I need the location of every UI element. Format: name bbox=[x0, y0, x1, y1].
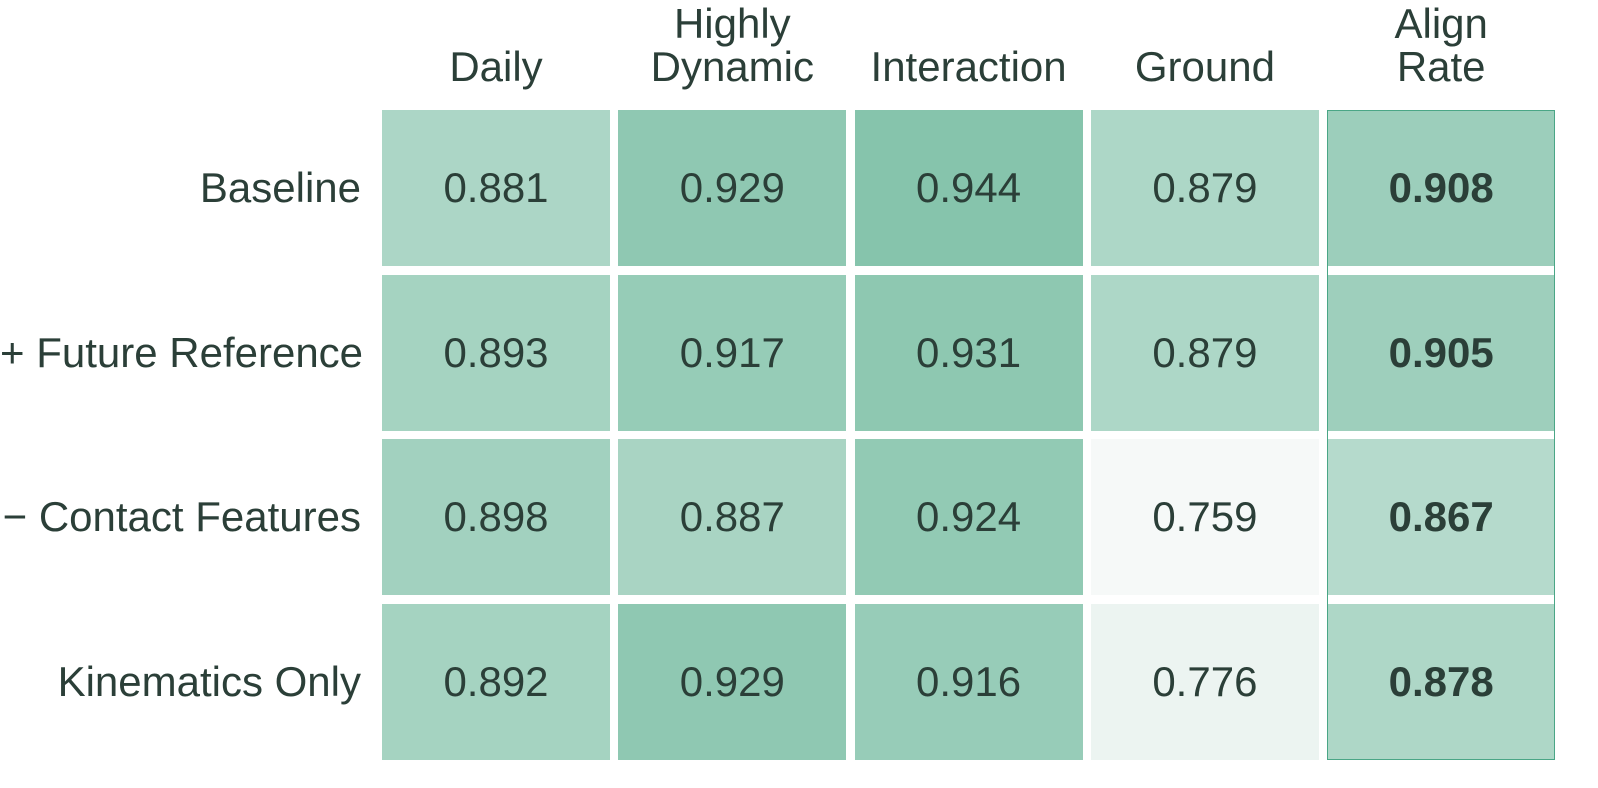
heatmap-cell: 0.908 bbox=[1327, 110, 1556, 266]
cell-value: 0.776 bbox=[1152, 657, 1258, 705]
cell-value: 0.905 bbox=[1388, 328, 1494, 376]
cell-value: 0.879 bbox=[1152, 328, 1258, 376]
heatmap-cell: 0.931 bbox=[854, 274, 1083, 431]
row-label-2: − Contact Features bbox=[2, 493, 361, 540]
heatmap-cell: 0.878 bbox=[1327, 603, 1556, 760]
row-label-0: Baseline bbox=[199, 164, 361, 211]
cell-value: 0.908 bbox=[1388, 164, 1494, 211]
heatmap-cell: 0.929 bbox=[618, 603, 847, 760]
column-label-0: Daily bbox=[449, 43, 543, 90]
heatmap-cell: 0.924 bbox=[854, 439, 1083, 595]
heatmap-cell: 0.929 bbox=[618, 110, 847, 266]
cell-value: 0.898 bbox=[443, 493, 549, 540]
heatmap-cell: 0.892 bbox=[382, 603, 610, 760]
row-label-1: + Future Reference bbox=[0, 328, 364, 376]
cell-value: 0.929 bbox=[679, 657, 785, 705]
row-label-3: Kinematics Only bbox=[57, 657, 361, 705]
heatmap-cell: 0.898 bbox=[382, 439, 610, 595]
cell-value: 0.892 bbox=[443, 657, 549, 705]
cell-value: 0.759 bbox=[1152, 493, 1258, 540]
heatmap-cell: 0.905 bbox=[1327, 274, 1556, 431]
column-label-3: Ground bbox=[1134, 43, 1275, 90]
heatmap-cell: 0.944 bbox=[854, 110, 1083, 266]
column-label-2: Interaction bbox=[870, 43, 1067, 90]
cell-value: 0.924 bbox=[916, 493, 1022, 540]
heatmap-cell: 0.759 bbox=[1090, 439, 1319, 595]
cell-value: 0.879 bbox=[1152, 164, 1258, 211]
cell-value: 0.867 bbox=[1388, 493, 1494, 540]
heatmap-cell: 0.879 bbox=[1090, 110, 1319, 266]
heatmap-cell: 0.893 bbox=[382, 274, 610, 431]
cell-value: 0.887 bbox=[679, 493, 785, 540]
column-label-1: Highly Dynamic bbox=[650, 0, 814, 90]
heatmap-cell: 0.881 bbox=[382, 110, 610, 266]
cell-value: 0.893 bbox=[443, 328, 549, 376]
heatmap-cell: 0.917 bbox=[618, 274, 847, 431]
cell-value: 0.931 bbox=[916, 328, 1022, 376]
cell-value: 0.881 bbox=[443, 164, 549, 211]
cell-value: 0.878 bbox=[1388, 657, 1494, 705]
column-label-4: Align Rate bbox=[1394, 0, 1488, 90]
heatmap-cell: 0.867 bbox=[1327, 439, 1556, 595]
heatmap-cell: 0.776 bbox=[1090, 603, 1319, 760]
cell-value: 0.944 bbox=[916, 164, 1022, 211]
heatmap-cell: 0.879 bbox=[1090, 274, 1319, 431]
heatmap-cell: 0.887 bbox=[618, 439, 847, 595]
cell-value: 0.929 bbox=[679, 164, 785, 211]
cell-value: 0.917 bbox=[679, 328, 785, 376]
cell-value: 0.916 bbox=[916, 657, 1022, 705]
heatmap-cell: 0.916 bbox=[854, 603, 1083, 760]
